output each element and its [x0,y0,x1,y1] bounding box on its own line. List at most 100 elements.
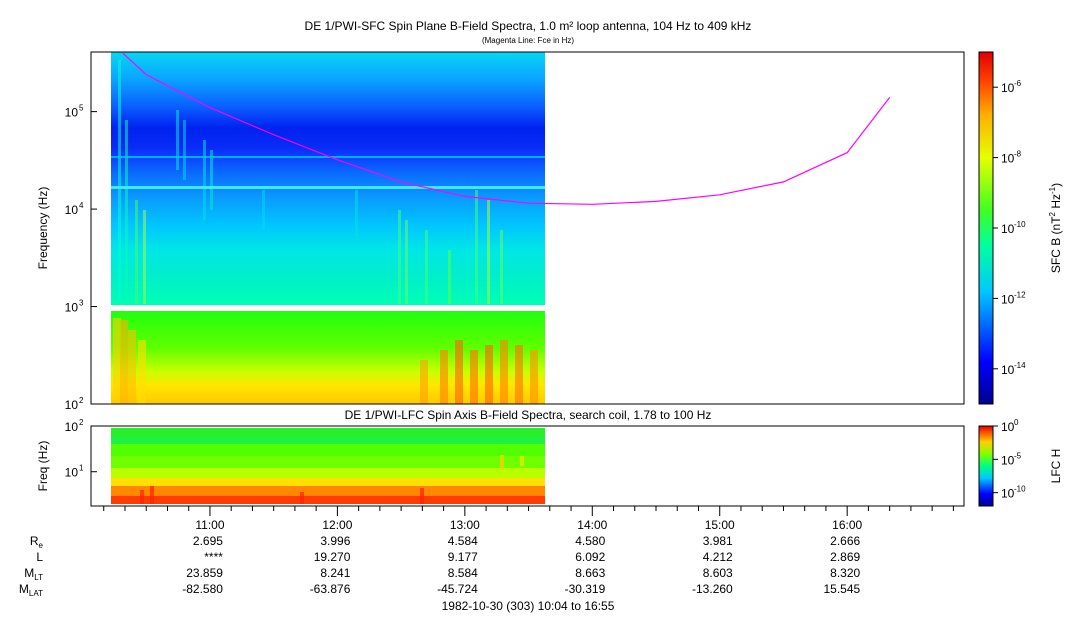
top-panel-title: DE 1/PWI-SFC Spin Plane B-Field Spectra,… [305,19,752,33]
spectral-streak [500,230,503,304]
spectral-streak [420,488,424,504]
bottom-colorbar-tick-label: 10 [1001,420,1015,434]
ephemeris-value: 23.859 [186,566,223,580]
spectral-streak [150,486,154,504]
ephemeris-value: **** [204,550,223,564]
time-tick-label: 16:00 [832,518,862,532]
spectral-streak [485,345,493,404]
ephemeris-value: -13.260 [692,582,733,596]
spectral-band [111,156,545,158]
bottom-colorbar-tick-exponent: -5 [1014,451,1022,460]
top-y-tick-exponent: 3 [79,299,84,308]
top-colorbar-tick-exponent: -14 [1014,361,1026,370]
top-colorbar-tick-exponent: -8 [1014,150,1022,159]
spectral-streak [176,110,179,170]
top-spectrogram-data [111,52,545,404]
spectral-streak [440,350,448,404]
spectral-streak [183,120,186,180]
bottom-colorbar-tick-exponent: -10 [1014,485,1026,494]
ephemeris-value: 4.580 [575,534,605,548]
ephemeris-value: 15.545 [823,582,860,596]
spectral-streak [118,60,121,300]
ephemeris-value: 6.092 [575,550,605,564]
ephemeris-label: Re [30,534,44,550]
top-y-tick-label: 10 [65,106,79,120]
spectral-streak [210,150,213,210]
spectral-streak [425,230,428,304]
spectral-streak [448,250,451,304]
ephemeris-value: 8.584 [448,566,478,580]
spectral-streak [262,190,265,230]
spectral-streak [135,200,138,304]
spectral-streak [455,340,463,404]
spectral-streak [128,330,136,404]
top-colorbar-tick-exponent: -6 [1014,79,1022,88]
top-colorbar-tick-label: 10 [1001,152,1015,166]
ephemeris-value: 19.270 [314,550,351,564]
bottom-colorbar-tick-exponent: 0 [1014,418,1019,427]
bottom-colorbar-tick-label: 10 [1001,453,1015,467]
spectral-streak [530,350,538,404]
spectral-streak [138,340,146,404]
spectral-streak [125,120,128,300]
time-tick-label: 15:00 [705,518,735,532]
ephemeris-value: 4.584 [448,534,478,548]
bottom-y-axis-label: Freq (Hz) [36,441,50,492]
spectral-streak [520,456,524,466]
top-panel-frame [90,51,965,405]
ephemeris-value: 4.212 [703,550,733,564]
spectral-streak [500,340,508,404]
ephemeris-label: MLAT [19,582,43,598]
top-colorbar-tick-label: 10 [1001,222,1015,236]
spectral-streak [500,455,504,470]
ephemeris-value: -30.319 [565,582,606,596]
time-tick-label: 11:00 [195,518,224,532]
top-colorbar-tick-exponent: -12 [1014,290,1026,299]
spectral-streak [398,210,401,304]
ephemeris-value: -63.876 [310,582,351,596]
bottom-y-tick-exponent: 2 [79,418,84,427]
bottom-y-tick-label: 10 [65,420,79,434]
ephemeris-value: 8.603 [703,566,733,580]
ephemeris-value: 3.996 [320,534,350,548]
top-y-tick-label: 10 [65,301,79,315]
top-panel-subtitle: (Magenta Line: Fce in Hz) [482,36,574,45]
bottom-spectrogram-data [111,428,545,504]
spectral-streak [355,190,358,240]
ephemeris-value: 2.869 [830,550,860,564]
spectral-band [111,186,545,189]
ephemeris-value: 8.663 [575,566,605,580]
ephemeris-value: 8.320 [830,566,860,580]
spectral-streak [140,490,144,504]
bottom-y-tick-label: 10 [65,466,79,480]
spectral-streak [475,190,478,304]
spectral-streak [203,140,206,220]
bottom-colorbar-label: LFC H [1049,449,1063,484]
top-y-tick-label: 10 [65,398,79,412]
top-y-tick-exponent: 2 [79,396,84,405]
ephemeris-value: 2.666 [830,534,860,548]
spectral-streak [420,360,428,404]
ephemeris-value: 3.981 [703,534,733,548]
fce-magenta-line [122,52,891,205]
ephemeris-value: 8.241 [320,566,350,580]
top-colorbar-tick-exponent: -10 [1014,220,1026,229]
time-tick-label: 13:00 [450,518,480,532]
ephemeris-value: 9.177 [448,550,478,564]
ephemeris-value: 2.695 [193,534,223,548]
top-y-tick-exponent: 5 [79,104,84,113]
bottom-panel-frame [90,425,965,507]
spectral-streak [143,210,146,304]
ephemeris-value: -82.580 [182,582,223,596]
time-axis: 11:00 12:00 13:00 14:00 15:00 16:00 [103,506,954,532]
bottom-colorbar-tick-label: 10 [1001,487,1015,501]
top-colorbar-label: SFC B (nT2 Hz-1) [1048,183,1063,273]
top-y-axis-label: Frequency (Hz) [36,187,50,270]
spectral-streak [515,345,523,404]
spectral-streak [113,318,121,400]
